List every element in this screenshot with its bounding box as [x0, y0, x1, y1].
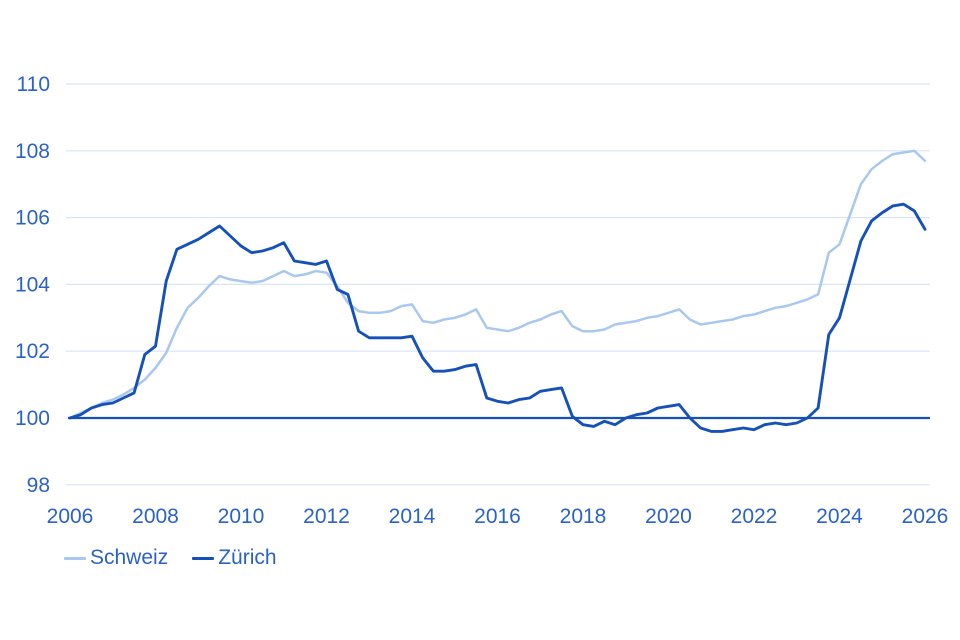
x-tick-label-2022: 2022 [731, 505, 778, 528]
x-tick-label-2014: 2014 [389, 505, 436, 528]
x-tick-label-2016: 2016 [474, 505, 521, 528]
y-tick-label-102: 102 [15, 340, 50, 363]
legend-item-schweiz: Schweiz [64, 546, 168, 570]
y-tick-label-100: 100 [15, 407, 50, 430]
y-tick-label-108: 108 [15, 140, 50, 163]
x-tick-label-2020: 2020 [645, 505, 692, 528]
chart-canvas: 98 100 102 104 106 108 110 2006 2008 2010 2012 2014… [15, 73, 949, 528]
legend-label-zuerich: Zürich [218, 546, 277, 569]
legend-label-schweiz: Schweiz [90, 546, 169, 569]
y-tick-label-106: 106 [15, 207, 50, 230]
x-tick-label-2012: 2012 [303, 505, 350, 528]
x-tick-label-2024: 2024 [816, 505, 863, 528]
x-tick-label-2026: 2026 [902, 505, 949, 528]
y-tick-label-98: 98 [27, 474, 50, 497]
zuerich-line-swatch [192, 556, 215, 560]
y-tick-label-104: 104 [15, 273, 50, 296]
x-tick-label-2010: 2010 [218, 505, 265, 528]
series-line-schweiz [68, 149, 927, 420]
schweiz-line-swatch [64, 556, 86, 560]
series-line-zuerich [68, 202, 927, 433]
x-tick-label-2006: 2006 [47, 505, 94, 528]
x-tick-label-2018: 2018 [560, 505, 607, 528]
chart-legend: Schweiz Zürich [64, 546, 277, 570]
y-tick-label-110: 110 [17, 73, 50, 96]
legend-item-zuerich: Zürich [192, 546, 277, 570]
x-tick-label-2008: 2008 [132, 505, 179, 528]
